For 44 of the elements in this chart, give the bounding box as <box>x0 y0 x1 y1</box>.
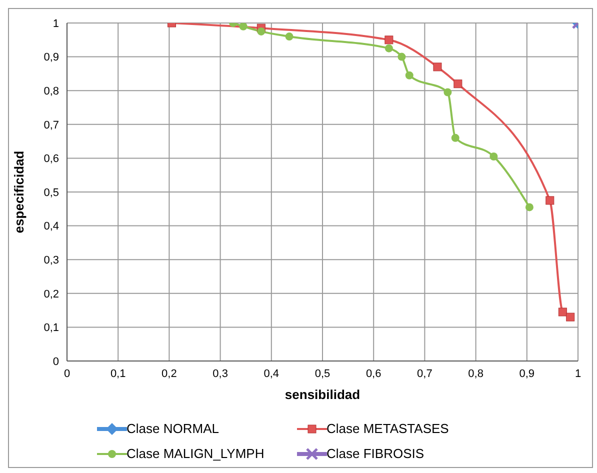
y-axis-title: especificidad <box>12 150 27 234</box>
point <box>398 52 406 61</box>
y-tick-label: 0,3 <box>44 254 59 267</box>
y-tick-label: 1 <box>52 18 59 30</box>
point <box>433 62 442 72</box>
point <box>257 27 266 36</box>
legend-label: Clase NORMAL <box>126 421 219 436</box>
point <box>558 308 567 316</box>
point <box>384 44 393 52</box>
x-tick-label: 0,4 <box>264 368 280 380</box>
y-tick-label: 0,9 <box>44 52 59 64</box>
y-tick-label: 0,1 <box>44 322 59 334</box>
x-tick-label: 0,7 <box>417 368 432 380</box>
x-axis-title: sensibilidad <box>284 387 360 402</box>
point <box>490 152 498 161</box>
point <box>451 134 460 142</box>
x-tick-label: 0,8 <box>468 368 484 380</box>
y-tick-label: 0,5 <box>44 186 59 199</box>
point <box>384 36 394 44</box>
y-tick-label: 0,8 <box>44 86 59 98</box>
x-tick-label: 1 <box>574 368 582 380</box>
point <box>454 80 462 88</box>
y-tick-label: 0,6 <box>44 153 59 166</box>
point <box>525 203 534 212</box>
x-tick-label: 0,1 <box>110 368 126 380</box>
point <box>285 32 294 41</box>
x-tick-label: 0,3 <box>212 368 228 380</box>
x-tick-label: 0,9 <box>519 368 535 380</box>
legend-label: Clase FIBROSIS <box>326 446 424 461</box>
legend-label: Clase MALIGN_LYMPH <box>126 446 264 461</box>
y-tick-label: 0,7 <box>44 119 59 132</box>
legend-label: Clase METASTASES <box>326 421 449 436</box>
point <box>566 312 575 322</box>
x-tick-label: 0 <box>64 368 70 380</box>
y-tick-label: 0,2 <box>44 288 59 300</box>
x-tick-label: 0,2 <box>162 368 177 380</box>
point <box>444 88 452 96</box>
x-tick-label: 0,6 <box>366 368 382 380</box>
point <box>546 196 554 205</box>
x-tick-label: 0,5 <box>314 368 330 380</box>
point <box>405 71 414 80</box>
point <box>239 23 248 30</box>
y-tick-label: 0,4 <box>44 220 59 233</box>
y-tick-label: 0 <box>52 356 59 368</box>
